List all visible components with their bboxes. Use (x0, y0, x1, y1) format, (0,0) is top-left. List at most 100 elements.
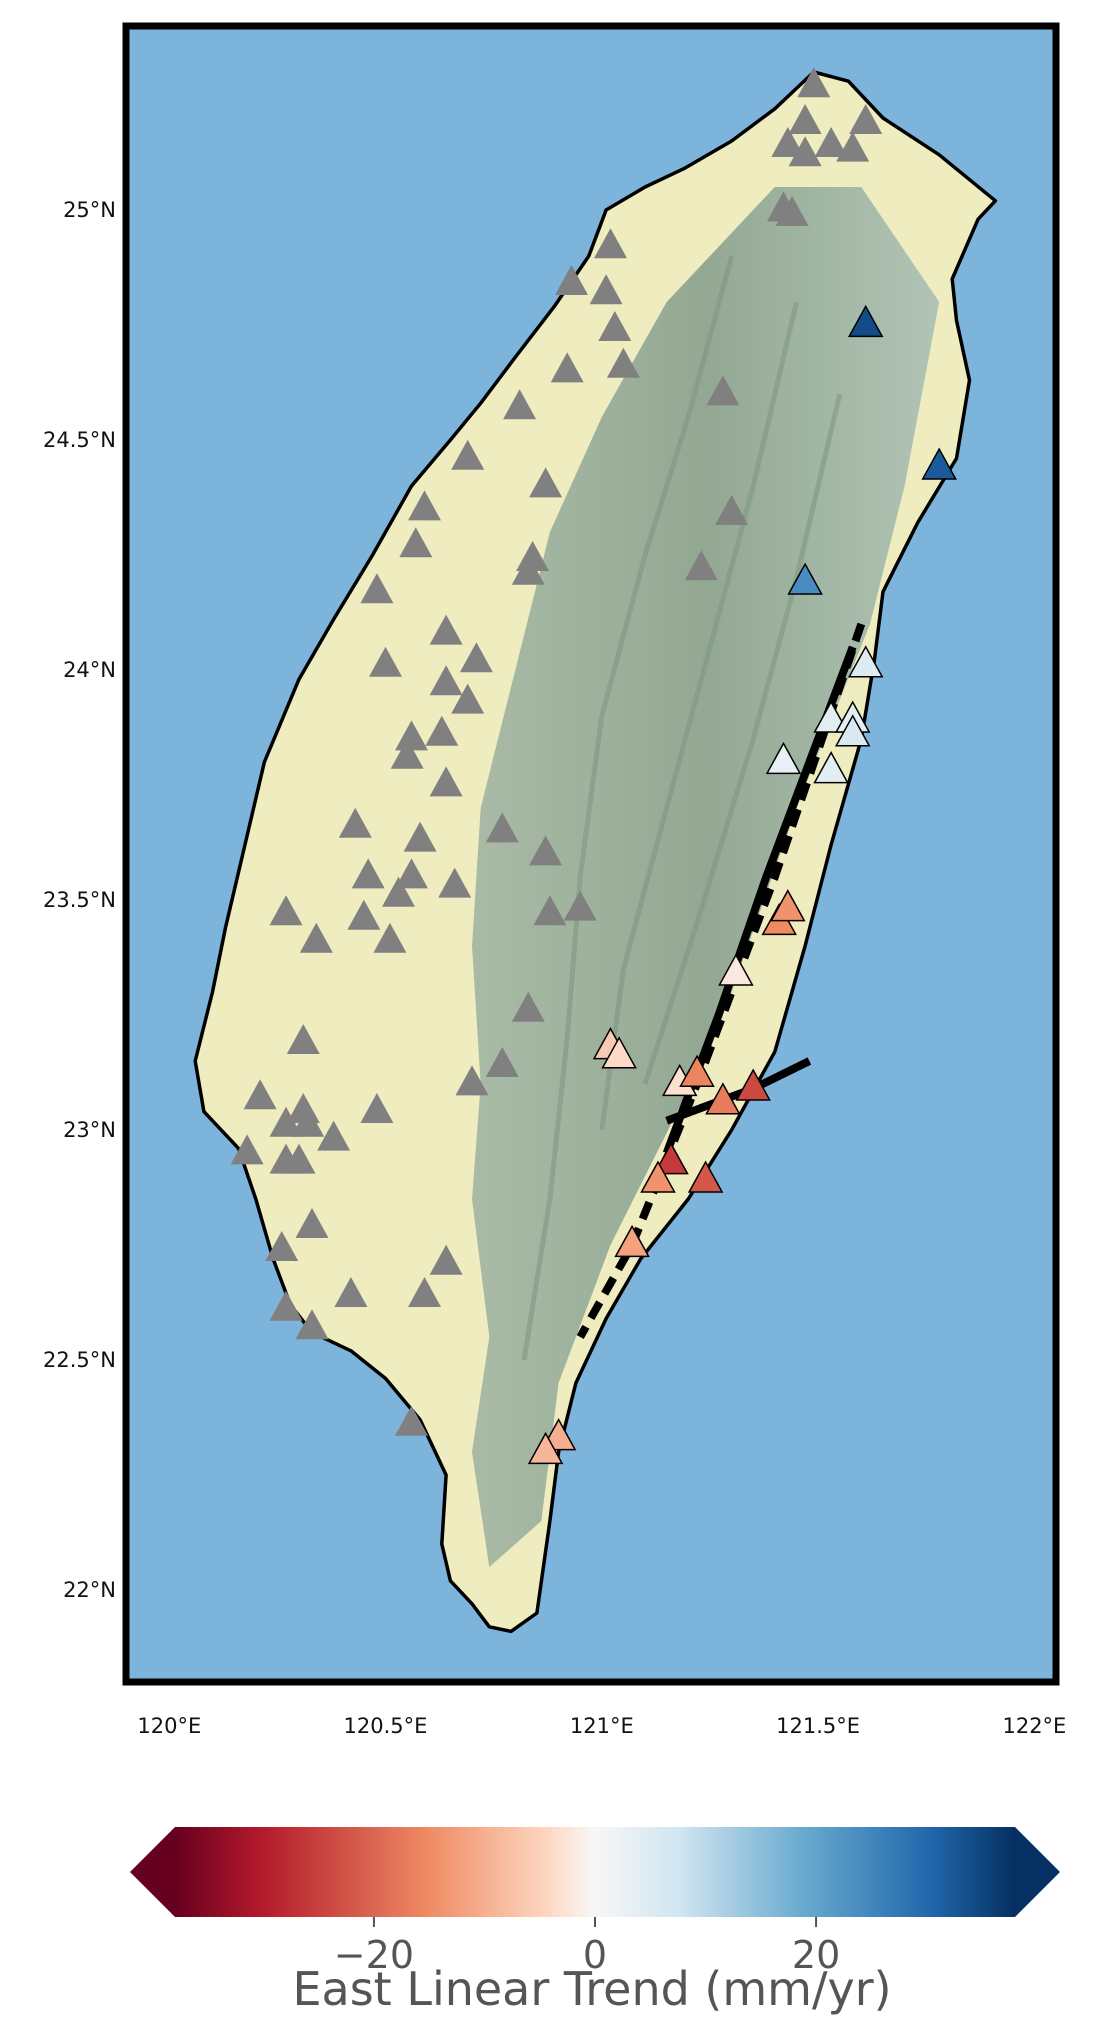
station-marker (735, 1068, 771, 1101)
station-marker-no-data (347, 899, 381, 930)
station-marker-no-data (451, 683, 485, 714)
station-marker-no-data (429, 665, 463, 696)
colorbar-ticks: −20 0 20 (334, 1917, 840, 1977)
station-marker-no-data (555, 265, 588, 295)
station-marker-no-data (775, 196, 809, 226)
station-marker-no-data (295, 1208, 329, 1238)
station-marker-no-data (299, 922, 333, 953)
station-marker-no-data (529, 467, 563, 498)
station-marker-no-data (360, 573, 394, 604)
station-marker-no-data (533, 895, 567, 926)
station-marker (787, 562, 823, 595)
lat-tick-label: 25°N (63, 198, 116, 222)
station-marker-no-data (715, 495, 749, 525)
colorbar-tick-label: 0 (583, 1933, 607, 1977)
station-marker-no-data (529, 835, 563, 866)
stations-with-trend (527, 304, 957, 1465)
mountain-ridge-shading (521, 255, 843, 1361)
station-marker-no-data (360, 1093, 394, 1123)
station-marker-no-data (814, 127, 848, 157)
station-marker (679, 1054, 715, 1087)
map-frame (122, 22, 1060, 1686)
station-marker (653, 1142, 689, 1175)
longitude-tick-labels: 120°E 120.5°E 121°E 121.5°E 122°E (137, 1714, 1066, 1738)
station-marker (813, 700, 849, 733)
coastline (193, 70, 998, 1634)
station-marker (770, 889, 806, 922)
station-marker-no-data (269, 1106, 303, 1137)
station-marker-no-data (503, 389, 537, 420)
lat-tick-label: 24°N (63, 658, 116, 682)
station-marker-no-data (459, 642, 493, 673)
station-marker (834, 714, 871, 747)
station-marker-no-data (334, 1277, 368, 1307)
station-marker-no-data (429, 766, 463, 797)
lon-tick-label: 121°E (570, 1714, 634, 1738)
station-marker (718, 953, 754, 986)
station-marker-no-data (511, 991, 545, 1022)
station-marker-no-data (485, 812, 519, 843)
station-marker-no-data (429, 1244, 463, 1275)
colorbar-tick-label: 20 (792, 1933, 840, 1977)
lon-tick-label: 120.5°E (344, 1714, 428, 1738)
station-marker-no-data (269, 895, 303, 926)
station-marker-no-data (563, 890, 597, 921)
station-marker (705, 1082, 741, 1115)
stations-no-data (230, 67, 883, 1436)
station-marker-no-data (429, 614, 463, 645)
station-marker-no-data (390, 738, 424, 769)
central-mountain-range (472, 187, 940, 1567)
lon-tick-label: 122°E (1002, 1714, 1066, 1738)
station-marker-no-data (511, 554, 545, 585)
colorbar-label: East Linear Trend (mm/yr) (292, 1962, 891, 2016)
station-marker-no-data (438, 867, 472, 898)
station-marker-no-data (373, 922, 407, 953)
station-marker-no-data (589, 274, 623, 305)
station-marker-no-data (399, 527, 433, 558)
station-marker-no-data (788, 136, 822, 167)
station-marker-no-data (425, 715, 459, 746)
station-marker-no-data (684, 550, 718, 581)
station-marker-no-data (269, 1290, 303, 1321)
station-marker-no-data (788, 104, 822, 134)
station-marker (640, 1160, 676, 1193)
station-marker-no-data (317, 1120, 351, 1151)
station-marker-no-data (286, 1024, 320, 1054)
lat-tick-label: 23.5°N (43, 888, 116, 912)
station-marker-no-data (606, 347, 640, 378)
station-marker-no-data (230, 1134, 264, 1165)
station-marker-no-data (598, 311, 632, 341)
station-marker-no-data (265, 1231, 299, 1261)
station-marker (601, 1036, 637, 1069)
station-marker-no-data (395, 1405, 428, 1436)
station-marker-no-data (836, 131, 870, 162)
lat-tick-label: 24.5°N (43, 428, 116, 452)
station-marker (527, 1431, 564, 1465)
station-marker-no-data (282, 1143, 316, 1174)
colorbar-extend-low (130, 1827, 175, 1917)
station-marker (687, 1160, 724, 1193)
lon-tick-label: 120°E (137, 1714, 201, 1738)
station-marker-no-data (550, 352, 584, 383)
station-marker (813, 751, 849, 784)
station-marker-no-data (849, 104, 883, 134)
station-marker (921, 447, 957, 480)
lon-tick-label: 121.5°E (776, 1714, 860, 1738)
station-marker-no-data (594, 228, 627, 259)
station-marker-no-data (706, 375, 740, 406)
station-marker-no-data (395, 858, 428, 889)
colorbar-extend-high (1015, 1827, 1060, 1917)
station-marker-no-data (485, 1047, 519, 1077)
station-marker-no-data (455, 1065, 489, 1096)
station-marker (614, 1224, 650, 1258)
lat-tick-label: 23°N (63, 1118, 116, 1142)
station-marker-no-data (382, 876, 415, 907)
station-marker-no-data (395, 720, 428, 751)
station-marker-no-data (243, 1079, 277, 1110)
station-marker-no-data (403, 821, 437, 852)
colorbar: −20 0 20 East Linear Trend (mm/yr) (130, 1827, 1060, 2016)
station-marker-no-data (408, 1277, 441, 1307)
map-panel (122, 22, 1060, 1686)
station-marker (847, 645, 884, 678)
